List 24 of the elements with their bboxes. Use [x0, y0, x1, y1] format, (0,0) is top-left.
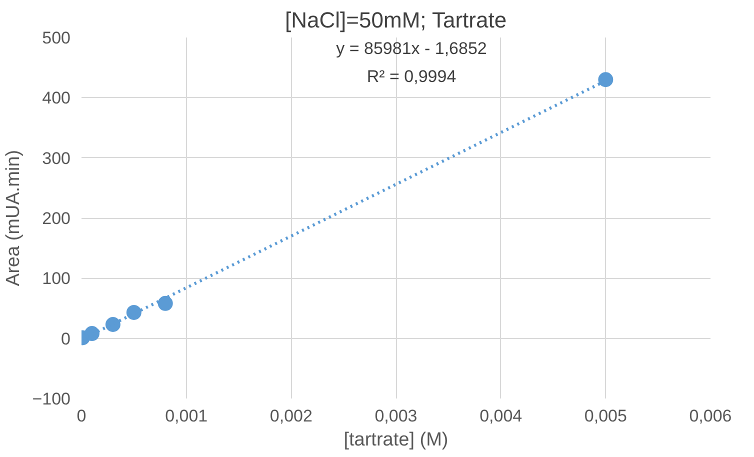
point [126, 304, 142, 320]
y-tick-label: 500 [42, 28, 71, 48]
x-tick-label: 0 [76, 406, 86, 426]
x-tick-label: 0,005 [584, 406, 627, 426]
annotation: y = 85981x - 1,6852 [336, 39, 487, 58]
x-axis-title: [tartrate] (M) [344, 430, 448, 450]
point [105, 317, 120, 332]
y-tick-label: 400 [42, 88, 71, 108]
x-tick-label: 0,001 [165, 406, 208, 426]
x-tick-label: 0,006 [689, 406, 732, 426]
y-tick-label: 200 [42, 209, 71, 228]
y-tick-label: 0 [61, 329, 71, 348]
annotation: R² = 0,9994 [366, 67, 456, 86]
x-tick-label: 0,002 [270, 406, 312, 426]
y-tick-label: 100 [42, 269, 71, 288]
y-axis-title: Area (mUA.min) [3, 150, 24, 286]
y-tick-label: −100 [32, 390, 71, 408]
point [84, 326, 100, 342]
x-tick-label: 0,003 [374, 406, 418, 426]
x-tick-label: 0,004 [480, 406, 522, 426]
y-tick-label: 300 [42, 148, 71, 168]
point [158, 296, 173, 311]
chart-title: [NaCl]=50mM; Tartrate [285, 8, 507, 32]
point [598, 72, 614, 88]
